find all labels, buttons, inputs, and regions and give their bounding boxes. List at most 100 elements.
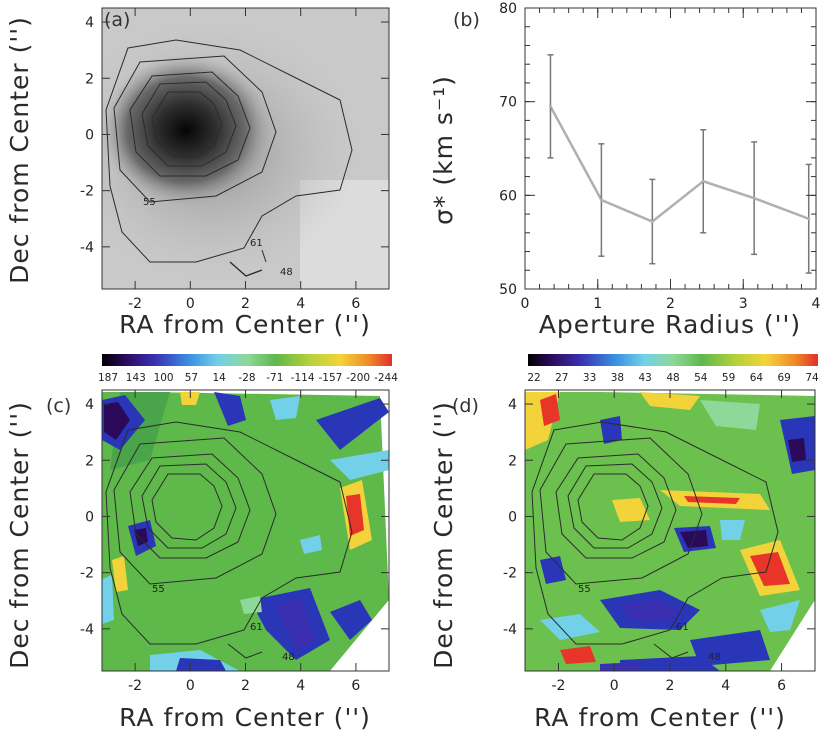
panel-a-ytick-label: -2: [80, 184, 94, 200]
panel-a-ticks: -2 0 2 4 6 -4 -2 0 2 4: [80, 8, 389, 312]
panel-c-ticks: -2 0 2 4 6 -4 -2 0 2 4: [80, 390, 389, 694]
panel-c-contour-label-48: 48: [282, 652, 295, 663]
panel-b-point: [752, 196, 756, 200]
panel-d-colorbar-tick-label: 33: [583, 372, 596, 384]
panel-c-colorbar: [102, 354, 392, 366]
panel-c-colorbar-tick-label: 57: [185, 372, 198, 384]
panel-c-xtick-label: 0: [186, 678, 195, 694]
panel-b-xtick-label: 4: [812, 296, 821, 312]
panel-b-label: (b): [453, 9, 480, 31]
panel-a-xtick-label: -2: [128, 296, 142, 312]
panel-c-ytick-label: 2: [85, 453, 94, 469]
panel-b-ylabel: σ* (km s⁻¹): [429, 75, 458, 225]
panel-d-colorbar-tick-label: 69: [778, 372, 791, 384]
panel-a-contours: [105, 39, 353, 263]
panel-d-ticks: -2 0 2 4 6 -4 -2 0 2 4: [503, 390, 815, 694]
panel-a-image: [102, 8, 389, 289]
panel-b-plot: [547, 54, 812, 274]
panel-d-xtick-label: 4: [721, 678, 730, 694]
panel-a-ytick-label: 0: [85, 127, 94, 143]
panel-c-colorbar-tick-label: -28: [238, 372, 255, 384]
panel-d-colorbar-tick-label: 59: [722, 372, 735, 384]
panel-d-label: (d): [452, 395, 479, 417]
panel-b-xlabel: Aperture Radius (''): [539, 310, 801, 339]
panel-c-colorbar-tick-label: -71: [266, 372, 283, 384]
panel-d-xlabel: RA from Center (''): [534, 703, 786, 732]
panel-c-image: [102, 390, 389, 671]
panel-d-colorbar-ticks: 22 27 33 38 43 48 54 59 64 69 74: [527, 372, 819, 384]
panel-d-ytick-label: -2: [503, 566, 517, 582]
panel-b-point: [599, 198, 603, 202]
panel-b-series-line: [549, 105, 810, 223]
panel-c-ytick-label: -4: [80, 622, 94, 638]
panel-c-colorbar-tick-label: -114: [291, 372, 315, 384]
panel-d-colorbar-tick-label: 22: [527, 372, 540, 384]
panel-c-contour-label-61: 61: [250, 622, 263, 633]
panel-a-xlabel: RA from Center (''): [119, 310, 371, 339]
panel-a-xtick-label: 4: [296, 296, 305, 312]
panel-a-xtick-label: 6: [351, 296, 360, 312]
panel-d-colorbar-tick-label: 74: [805, 372, 819, 384]
panel-c-label: (c): [46, 395, 71, 417]
panel-d-colorbar-tick-label: 38: [611, 372, 624, 384]
panel-b-point: [650, 220, 654, 224]
panel-b-frame: [524, 7, 817, 290]
panel-c-colorbar-tick-label: -244: [374, 372, 398, 384]
panel-c-colorbar-tick-label: 187: [98, 372, 118, 384]
panel-d-xtick-label: 2: [666, 678, 675, 694]
panel-b-ytick-label: 50: [499, 282, 517, 298]
panel-c-ytick-label: 4: [85, 397, 94, 413]
panel-a-contour-label-61: 61: [250, 238, 263, 249]
panel-b-ytick-label: 60: [499, 188, 517, 204]
panel-a-contour-label-55: 55: [143, 197, 156, 208]
panel-a-ytick-label: -4: [80, 240, 94, 256]
panel-b-point: [548, 104, 552, 108]
panel-b-ytick-label: 70: [499, 95, 517, 111]
panel-d-colorbar-tick-label: 48: [666, 372, 679, 384]
panel-b-xtick-label: 3: [739, 296, 748, 312]
panel-c-colorbar-tick-label: -157: [318, 372, 342, 384]
panel-d-xtick-label: 6: [777, 678, 786, 694]
panel-a: 55 61 48 (a) -2 0 2 4 6 -4 -2 0 2 4 RA from Cente…: [5, 7, 390, 339]
panel-c-xlabel: RA from Center (''): [119, 703, 371, 732]
panel-d-colorbar: [528, 354, 818, 366]
panel-d-ytick-label: 2: [508, 453, 517, 469]
panel-b-xtick-label: 0: [521, 296, 530, 312]
panel-c-colorbar-ticks: 187 143 100 57 14 -28 -71 -114 -157 -200 -244: [98, 372, 398, 384]
panel-a-xtick-label: 0: [186, 296, 195, 312]
panel-d-contour-label-61: 61: [676, 622, 689, 633]
panel-d-colorbar-tick-label: 43: [639, 372, 652, 384]
panel-d-image: [525, 390, 815, 671]
panel-d-contour-label-55: 55: [578, 584, 591, 595]
panel-c-colorbar-tick-label: 143: [126, 372, 146, 384]
panel-a-ylabel: Dec from Center (''): [5, 16, 34, 284]
panel-d: 22 27 33 38 43 48 54 59 64 69 74: [429, 354, 819, 732]
panel-c-xtick-label: -2: [128, 678, 142, 694]
panel-c-colorbar-tick-label: -200: [346, 372, 370, 384]
panel-d-ylabel: Dec from Center (''): [429, 401, 458, 669]
panel-c-xtick-label: 2: [241, 678, 250, 694]
panel-d-colorbar-tick-label: 54: [694, 372, 708, 384]
panel-a-contour-label-48: 48: [280, 267, 293, 278]
panel-a-ytick-label: 2: [85, 71, 94, 87]
panel-d-xtick-label: -2: [551, 678, 565, 694]
panel-c-contour-label-55: 55: [152, 584, 165, 595]
panel-c-xtick-label: 4: [296, 678, 305, 694]
panel-c-xtick-label: 6: [351, 678, 360, 694]
panel-b-xtick-label: 2: [666, 296, 675, 312]
panel-d-ytick-label: -4: [503, 622, 517, 638]
panel-b-point: [701, 179, 705, 183]
panel-d-xtick-label: 0: [610, 678, 619, 694]
panel-c: 187 143 100 57 14 -28 -71 -114 -157 -200 -244: [5, 354, 398, 732]
panel-d-ytick-label: 4: [508, 397, 517, 413]
panel-b-xtick-label: 1: [593, 296, 602, 312]
panel-c-ylabel: Dec from Center (''): [5, 401, 34, 669]
panel-d-colorbar-tick-label: 64: [750, 372, 764, 384]
panel-c-colorbar-tick-label: 14: [213, 372, 227, 384]
panel-b-point: [807, 217, 811, 221]
panel-b-ticks: 0 1 2 3 4 50 60 70 80: [499, 1, 820, 312]
panel-b-ytick-label: 80: [499, 1, 517, 17]
panel-b: (b) 0 1 2 3 4 50 60 70 80 Aperture Radius ('') σ…: [429, 1, 821, 339]
panel-d-contour-label-48: 48: [708, 652, 721, 663]
